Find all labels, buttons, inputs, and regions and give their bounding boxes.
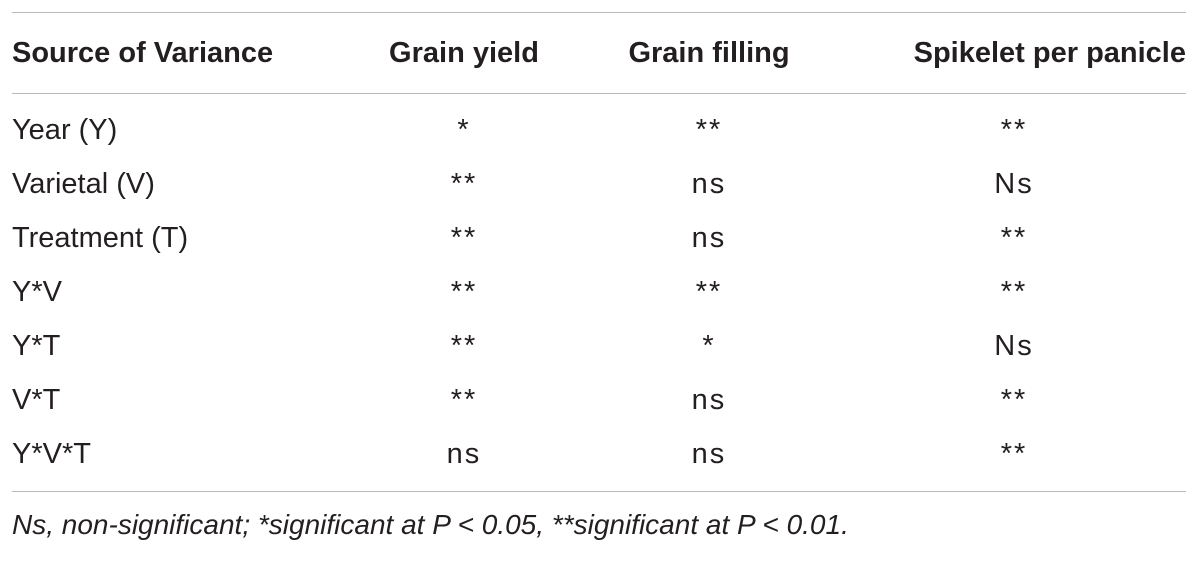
- table-header-row: Source of Variance Grain yield Grain fil…: [12, 13, 1186, 93]
- row-source: V*T: [12, 383, 61, 416]
- header-grain-yield: Grain yield: [389, 36, 539, 69]
- anova-table: Source of Variance Grain yield Grain fil…: [12, 12, 1186, 492]
- cell-grain-yield: **: [450, 329, 478, 362]
- table-row: Treatment (T) ** ns **: [12, 211, 1186, 265]
- cell-grain-filling: ns: [691, 383, 727, 416]
- cell-spikelet-per-panicle: Ns: [994, 167, 1034, 200]
- header-source-of-variance: Source of Variance: [12, 36, 274, 69]
- header-rule: [12, 93, 1186, 94]
- table-row: V*T ** ns **: [12, 373, 1186, 427]
- top-rule: [12, 12, 1186, 13]
- cell-grain-yield: **: [450, 167, 478, 200]
- bottom-rule: [12, 491, 1186, 492]
- cell-grain-yield: ns: [446, 437, 482, 470]
- header-spikelet-per-panicle: Spikelet per panicle: [913, 36, 1186, 69]
- cell-grain-filling: ns: [691, 167, 727, 200]
- cell-grain-filling: ns: [691, 221, 727, 254]
- row-source: Varietal (V): [12, 167, 155, 200]
- row-source: Treatment (T): [12, 221, 189, 254]
- table-body: Year (Y) * ** ** Varietal (V) ** ns Ns T…: [12, 94, 1186, 491]
- table-row: Y*V ** ** **: [12, 265, 1186, 319]
- cell-spikelet-per-panicle: **: [1000, 383, 1028, 416]
- table-row: Year (Y) * ** **: [12, 103, 1186, 157]
- table-footnote: Ns, non-significant; *significant at P <…: [12, 509, 849, 540]
- row-source: Y*V: [12, 275, 62, 308]
- row-source: Y*T: [12, 329, 61, 362]
- cell-grain-filling: **: [695, 113, 723, 146]
- header-grain-filling: Grain filling: [628, 36, 790, 69]
- row-source: Y*V*T: [12, 437, 91, 470]
- cell-grain-yield: **: [450, 383, 478, 416]
- cell-grain-filling: ns: [691, 437, 727, 470]
- cell-grain-filling: **: [695, 275, 723, 308]
- cell-spikelet-per-panicle: **: [1000, 275, 1028, 308]
- cell-grain-filling: *: [702, 329, 716, 362]
- cell-grain-yield: **: [450, 221, 478, 254]
- cell-spikelet-per-panicle: Ns: [994, 329, 1034, 362]
- row-source: Year (Y): [12, 113, 118, 146]
- table-row: Y*V*T ns ns **: [12, 427, 1186, 481]
- table-row: Y*T ** * Ns: [12, 319, 1186, 373]
- cell-grain-yield: *: [457, 113, 471, 146]
- table-row: Varietal (V) ** ns Ns: [12, 157, 1186, 211]
- cell-spikelet-per-panicle: **: [1000, 437, 1028, 470]
- cell-spikelet-per-panicle: **: [1000, 113, 1028, 146]
- cell-spikelet-per-panicle: **: [1000, 221, 1028, 254]
- cell-grain-yield: **: [450, 275, 478, 308]
